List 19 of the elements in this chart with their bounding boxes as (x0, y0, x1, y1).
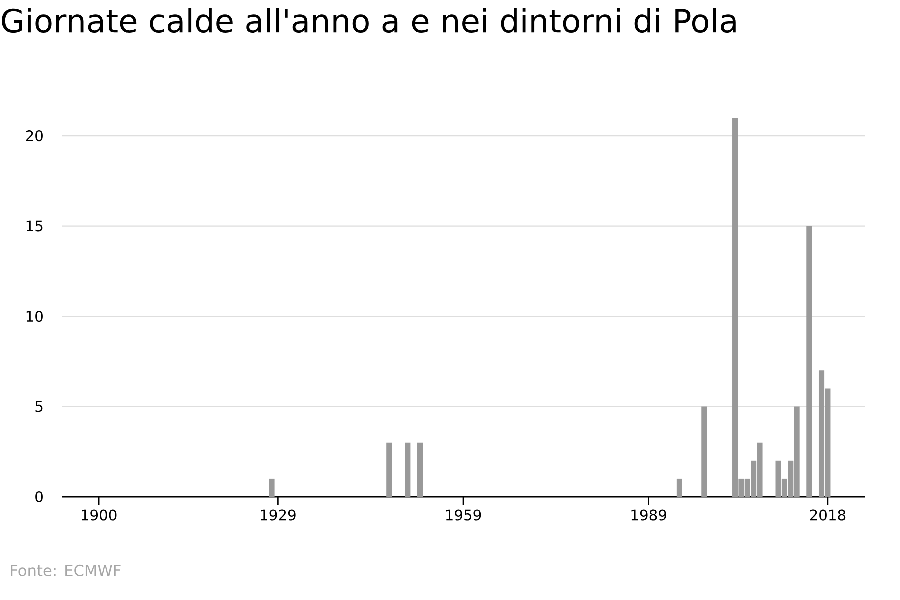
x-tick-label: 1900 (82, 510, 117, 521)
bar (676, 478, 682, 497)
y-tick-label: 5 (36, 401, 43, 412)
y-tick-label: 20 (26, 130, 43, 142)
x-tick-label: 1959 (446, 510, 482, 521)
bar (386, 442, 392, 497)
bar (806, 226, 812, 497)
y-tick-label: 0 (36, 491, 43, 503)
x-tick-label: 1929 (261, 510, 296, 521)
chart-title: Giornate calde all'anno a e nei dintorni di Pola (2, 8, 736, 34)
y-tick-label: 15 (26, 220, 43, 232)
x-tick-label: 2018 (810, 510, 846, 521)
bar (405, 442, 411, 497)
source-note: Fonte: ECMWF (11, 564, 121, 576)
bar (417, 442, 424, 497)
y-tick-label: 10 (26, 310, 43, 322)
x-tick-label: 1989 (632, 510, 666, 521)
bar (702, 406, 708, 497)
bar (269, 478, 275, 497)
